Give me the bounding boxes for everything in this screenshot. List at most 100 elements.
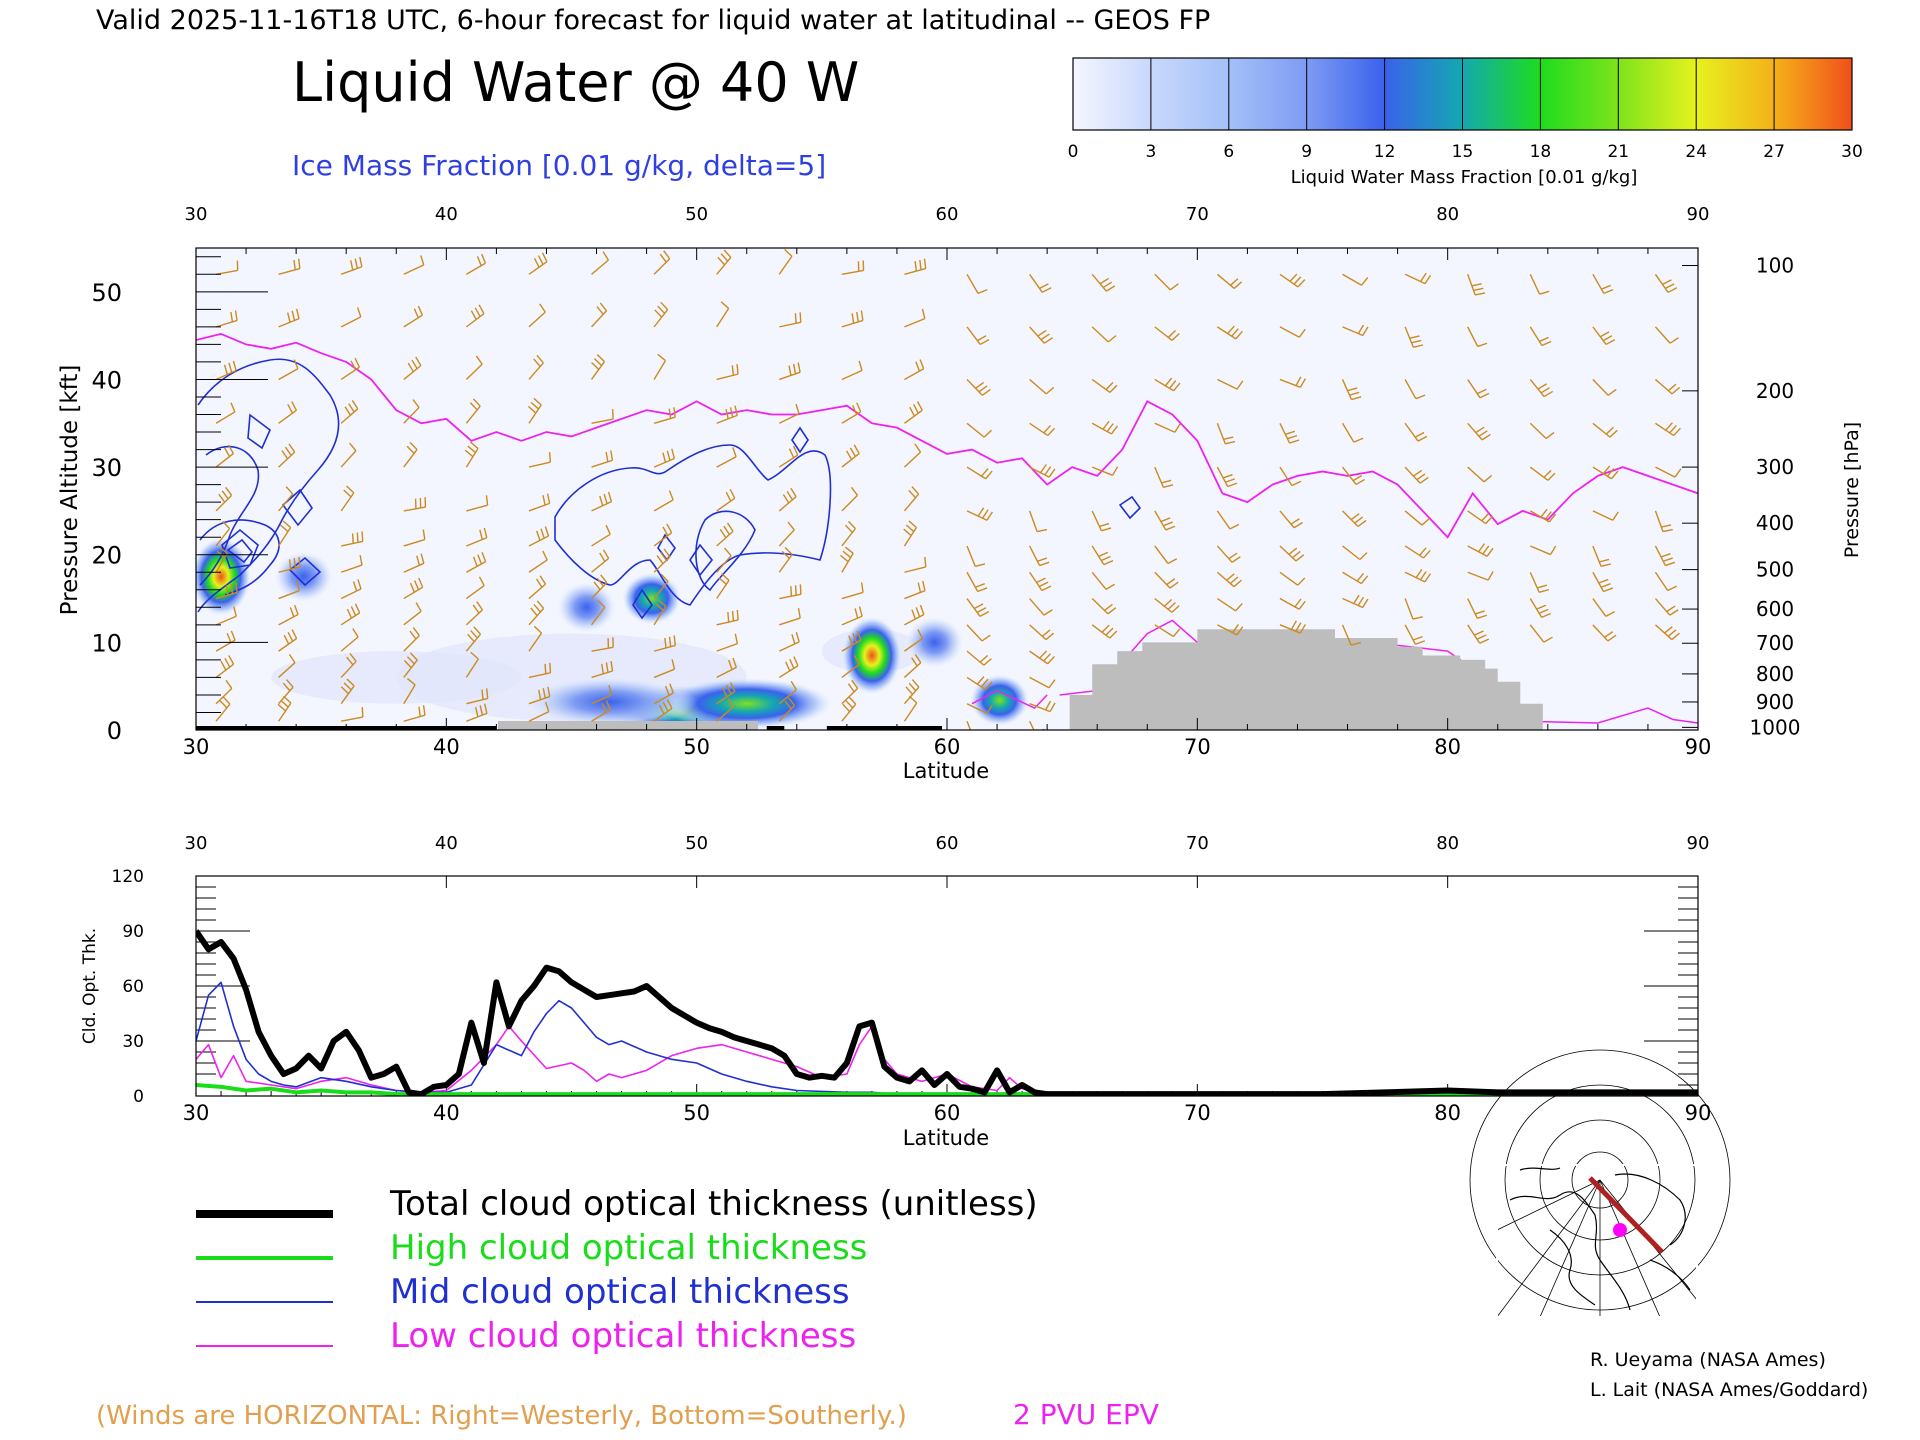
map-coastlines <box>1509 1167 1691 1311</box>
wind-barb <box>1154 545 1178 565</box>
wind-barb <box>1342 510 1367 528</box>
colorbar-tick-label: 27 <box>1763 142 1785 162</box>
wind-barb <box>841 402 862 424</box>
wind-barb <box>403 497 427 512</box>
wind-barb <box>1467 466 1493 483</box>
x-tick-label: 70 <box>1184 735 1211 759</box>
wind-barb <box>841 520 856 547</box>
main-title: Liquid Water @ 40 W <box>292 51 859 114</box>
wind-barb <box>904 401 923 424</box>
wind-barb <box>278 520 292 547</box>
wind-barb <box>841 260 865 275</box>
ice-contour-2 <box>199 445 260 586</box>
wind-barb <box>528 600 545 626</box>
wind-barb <box>778 445 799 468</box>
wind-barb <box>528 452 552 468</box>
wind-barb <box>1091 466 1119 476</box>
wind-barb <box>403 305 424 328</box>
ice-contour-7 <box>226 538 254 564</box>
panel-frame <box>195 247 1699 731</box>
wind-barb <box>591 302 608 328</box>
ice-contour-12 <box>689 543 714 577</box>
wind-barb <box>528 303 546 328</box>
colorbar-frame <box>1072 57 1853 131</box>
wind-barb <box>1654 273 1678 293</box>
wind-barb <box>1028 545 1050 567</box>
wind-barb <box>340 357 361 381</box>
x-tick-label-top: 80 <box>1436 204 1459 225</box>
wind-barb <box>340 628 359 652</box>
wind-barb <box>528 354 544 380</box>
wind-barb <box>1592 378 1617 396</box>
wind-barb <box>1404 624 1426 645</box>
ice-contour-13 <box>632 588 653 620</box>
wind-barb <box>1029 273 1052 293</box>
x-tick-label: 50 <box>683 735 710 759</box>
wind-barb <box>1655 466 1682 478</box>
wind-barb <box>1028 510 1048 533</box>
wind-barb <box>1029 464 1056 478</box>
wind-barb <box>904 556 927 573</box>
wind-barb <box>403 356 422 380</box>
wind-barb <box>1279 510 1303 529</box>
bottom-y-tick-label: 120 <box>112 867 144 887</box>
wind-barb <box>1154 510 1176 531</box>
credit-line-1: R. Ueyama (NASA Ames) <box>1590 1349 1826 1371</box>
wind-barb <box>465 304 485 328</box>
wind-barb <box>1217 624 1244 636</box>
wind-barb <box>528 686 551 705</box>
wind-barb <box>1091 273 1116 292</box>
wind-barb <box>1530 545 1557 556</box>
wind-barb <box>653 599 667 626</box>
colorbar-tick-label: 12 <box>1374 142 1396 162</box>
pressure-tick-label: 100 <box>1756 254 1794 278</box>
wind-barb <box>464 441 479 468</box>
colorbar-segment <box>1696 58 1775 130</box>
wind-barb <box>1029 598 1053 616</box>
wind-barb <box>840 546 854 573</box>
wind-barb <box>716 547 732 573</box>
top-ylabel: Pressure Altitude [kft] <box>57 365 83 616</box>
wind-barb <box>215 402 236 424</box>
wind-barb <box>403 652 418 678</box>
wind-barb <box>466 253 487 275</box>
wind-barb <box>1279 273 1306 288</box>
wind-barb <box>215 310 238 328</box>
winds-note: (Winds are HORIZONTAL: Right=Westerly, B… <box>96 1401 907 1431</box>
wind-barb <box>403 255 425 275</box>
wind-barb <box>653 573 669 599</box>
wind-barb <box>278 359 299 381</box>
bottom-y-tick-label: 90 <box>122 922 144 942</box>
wind-barb <box>215 444 234 468</box>
wind-barb <box>1216 423 1236 445</box>
colorbar-label: Liquid Water Mass Fraction [0.01 g/kg] <box>1291 167 1638 188</box>
colorbar-segment <box>1228 58 1307 130</box>
pressure-tick-label: 600 <box>1756 597 1794 621</box>
wind-barb <box>966 650 992 666</box>
wind-barb <box>1467 326 1488 348</box>
wind-barb <box>779 362 801 381</box>
colorbar-segment <box>1306 58 1385 130</box>
wind-barb <box>1342 571 1369 585</box>
wind-barb <box>841 655 861 678</box>
wind-barb <box>340 307 362 328</box>
bottom-x-tick-label-top: 60 <box>936 833 959 854</box>
wind-barb <box>278 604 299 626</box>
wind-barb <box>215 679 233 705</box>
wind-barb <box>779 608 801 626</box>
x-tick-label: 90 <box>1685 735 1712 759</box>
wind-barb <box>1654 571 1678 592</box>
wind-barb <box>778 248 793 275</box>
wind-barb <box>403 577 424 600</box>
wind-barb <box>1342 545 1368 561</box>
wind-barb <box>716 249 732 275</box>
wind-barb <box>1216 273 1243 289</box>
colorbar-segment <box>1073 58 1151 130</box>
epv-label: 2 PVU EPV <box>1013 1398 1159 1431</box>
ice-contour-5 <box>199 519 280 596</box>
top-xlabel: Latitude <box>903 759 989 783</box>
wind-barb <box>466 495 489 512</box>
wind-barb <box>1217 378 1244 390</box>
wind-barb <box>1216 545 1241 563</box>
bottom-x-tick-label: 80 <box>1434 1101 1461 1125</box>
